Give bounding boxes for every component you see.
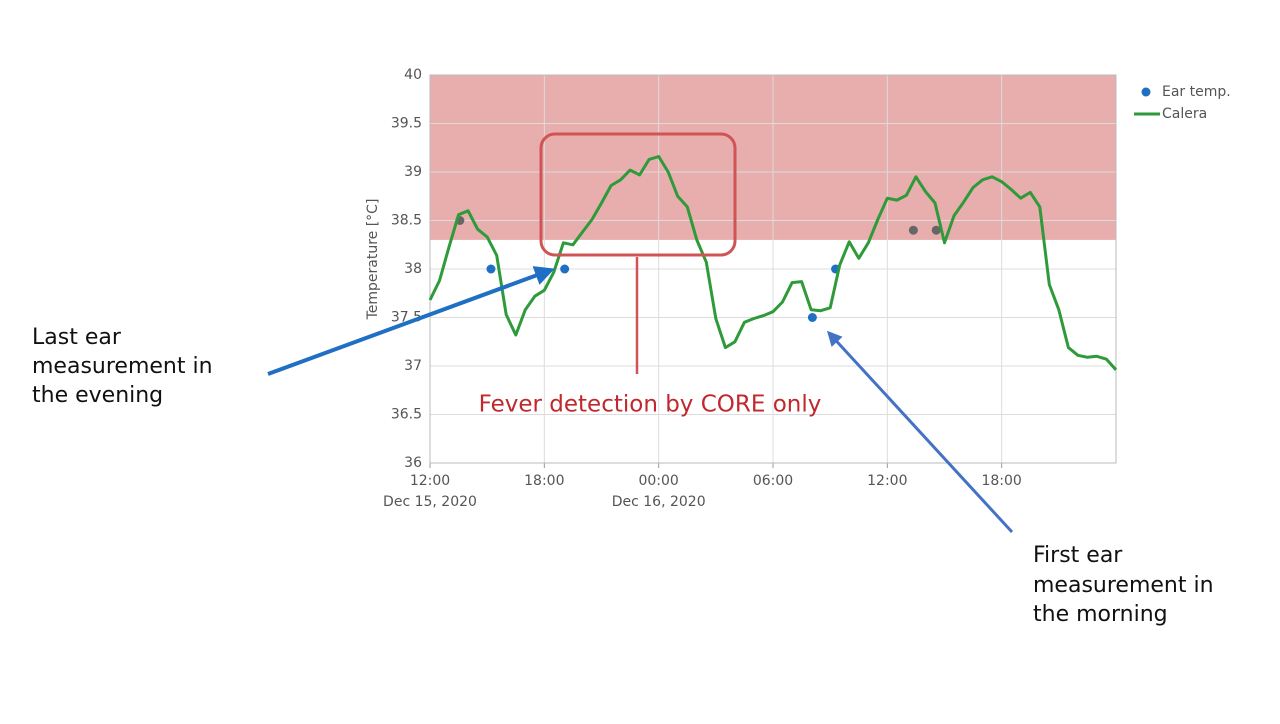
x-tick-label: 00:00 [638,473,678,489]
highlight-box [539,132,737,257]
calera-line [428,155,1118,371]
arrow [826,330,1014,534]
note-line: First ear [1033,543,1123,568]
x-tick-label: 06:00 [753,473,793,489]
fever-annotation: Fever detection by CORE only [479,392,822,418]
note-line: measurement in [1033,573,1214,598]
ear-temp-point [807,313,817,322]
y-tick-label: 38.5 [391,213,422,229]
x-tick-label: Dec 16, 2020 [612,494,706,510]
note-line: measurement in [32,354,213,379]
y-tick-label: 38 [404,261,422,277]
x-tick-label: 18:00 [524,473,564,489]
legend-marker [1141,87,1151,97]
y-tick-label: 36.5 [391,407,422,423]
legend-label: Calera [1162,106,1207,122]
y-tick-label: 39 [404,164,422,180]
y-tick-label: 36 [404,455,422,471]
x-tick-label: Dec 15, 2020 [383,494,477,510]
x-tick-label: 12:00 [410,473,450,489]
ear-temp-point [931,225,941,235]
note-line: Last ear [32,325,122,350]
y-tick-label: 40 [404,67,422,83]
arrow [267,266,555,376]
y-tick-label: 39.5 [391,116,422,132]
ear-temp-point [486,264,496,274]
ear-temp-point [908,225,918,235]
y-tick-label: 37 [404,358,422,374]
x-tick-label: 18:00 [981,473,1021,489]
plot-border [429,74,1117,464]
note-line: the evening [32,383,163,408]
y-axis-label: Temperature [°C] [365,199,381,321]
legend-label: Ear temp. [1162,84,1231,100]
ear-temp-point [560,264,570,274]
note-line: the morning [1033,602,1168,627]
x-tick-label: 12:00 [867,473,907,489]
